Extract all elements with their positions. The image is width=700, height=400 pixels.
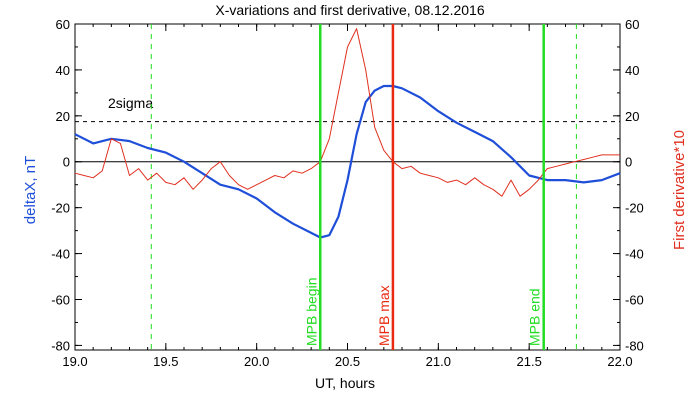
annotation-label: MPB begin — [303, 278, 319, 346]
y-tick-label-right: 60 — [625, 17, 639, 32]
threshold-label: 2sigma — [108, 95, 153, 111]
y-tick-label-left: 0 — [63, 155, 70, 170]
y-tick-label-left: -40 — [51, 247, 70, 262]
chart-title: X-variations and first derivative, 08.12… — [215, 2, 484, 18]
y-axis-label-right: First derivative*10 — [671, 130, 688, 250]
x-tick-label: 22.0 — [607, 354, 632, 369]
x-tick-label: 21.5 — [517, 354, 542, 369]
y-tick-label-left: 20 — [56, 109, 70, 124]
y-tick-label-right: 40 — [625, 63, 639, 78]
y-tick-label-right: -20 — [625, 201, 644, 216]
x-axis-label: UT, hours — [315, 375, 375, 391]
y-tick-label-left: -80 — [51, 338, 70, 353]
y-tick-label-right: -60 — [625, 292, 644, 307]
y-tick-label-right: -80 — [625, 338, 644, 353]
annotation-label: MPB end — [527, 288, 543, 346]
deltaX-series-line — [74, 84, 621, 239]
y-axis-label-left: deltaX, nT — [22, 156, 39, 224]
x-tick-label: 20.0 — [244, 354, 269, 369]
annotation-label: MPB max — [376, 285, 392, 346]
y-tick-label-right: 20 — [625, 109, 639, 124]
x-tick-label: 19.0 — [62, 354, 87, 369]
x-tick-label: 19.5 — [153, 354, 178, 369]
y-tick-label-left: -60 — [51, 292, 70, 307]
y-tick-label-left: 40 — [56, 63, 70, 78]
derivative-series-line — [74, 28, 620, 197]
x-tick-label: 21.0 — [426, 354, 451, 369]
y-tick-label-left: 60 — [56, 17, 70, 32]
y-tick-label-right: 0 — [625, 155, 632, 170]
y-tick-label-left: -20 — [51, 201, 70, 216]
y-tick-label-right: -40 — [625, 247, 644, 262]
x-tick-label: 20.5 — [335, 354, 360, 369]
